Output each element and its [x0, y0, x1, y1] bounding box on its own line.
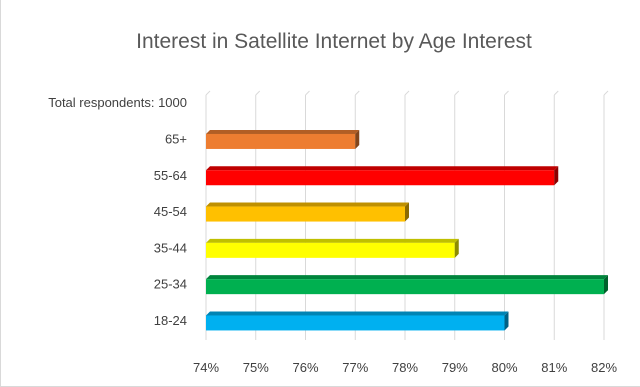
category-label: 65+ [165, 131, 187, 146]
x-tick-label: 81% [541, 360, 567, 375]
x-tick-label: 79% [442, 360, 468, 375]
bar-side-face [454, 238, 459, 258]
x-tick-labels: 74% 75% 76% 77% 78% 79% 80% 81% 82% [193, 360, 617, 375]
gridline-depth [205, 90, 211, 96]
bar-front-face [206, 133, 356, 149]
bars [206, 129, 608, 331]
gridline-depth [553, 90, 559, 96]
bar-front-face [206, 170, 555, 186]
bar-top-face [206, 166, 559, 171]
bar-35-44 [206, 238, 459, 258]
bar-45-54 [206, 202, 409, 222]
gridline-depth [255, 90, 261, 96]
bar-side-face [604, 275, 608, 295]
category-label: 45-54 [154, 204, 187, 219]
category-label: 35-44 [154, 240, 187, 255]
bar-front-face [206, 242, 455, 258]
gridline-depth [454, 90, 460, 96]
category-label: 55-64 [154, 168, 187, 183]
gridline-depth [504, 90, 509, 96]
x-tick-label: 74% [193, 360, 219, 375]
bar-25-34 [206, 275, 608, 295]
bar-side-face [405, 202, 409, 222]
bar-18-24 [206, 311, 509, 331]
category-label: 18-24 [154, 313, 187, 328]
bar-front-face [206, 315, 505, 331]
bar-side-face [504, 311, 509, 331]
category-labels: Total respondents: 1000 65+ 55-64 45-54 35-4… [48, 95, 187, 328]
category-label: 25-34 [154, 277, 187, 292]
gridline-depth [603, 90, 609, 96]
bar-top-face [206, 238, 459, 243]
bar-front-face [206, 279, 604, 295]
bar-side-face [554, 166, 559, 186]
bar-side-face [355, 129, 360, 149]
bar-top-face [206, 311, 509, 316]
category-label: Total respondents: 1000 [48, 95, 187, 110]
bar-65+ [206, 129, 360, 149]
x-tick-label: 75% [243, 360, 269, 375]
gridline-depth [305, 90, 310, 96]
x-tick-label: 76% [292, 360, 318, 375]
bar-top-face [206, 129, 360, 134]
chart-title: Interest in Satellite Internet by Age In… [136, 30, 532, 53]
gridline-depth [404, 90, 410, 96]
x-tick-label: 78% [392, 360, 418, 375]
bar-top-face [206, 275, 608, 280]
bar-front-face [206, 206, 405, 222]
gridline-depth [354, 90, 360, 96]
bar-55-64 [206, 166, 559, 186]
x-tick-label: 80% [491, 360, 517, 375]
x-tick-label: 82% [591, 360, 617, 375]
x-tick-label: 77% [342, 360, 368, 375]
bar-top-face [206, 202, 409, 207]
